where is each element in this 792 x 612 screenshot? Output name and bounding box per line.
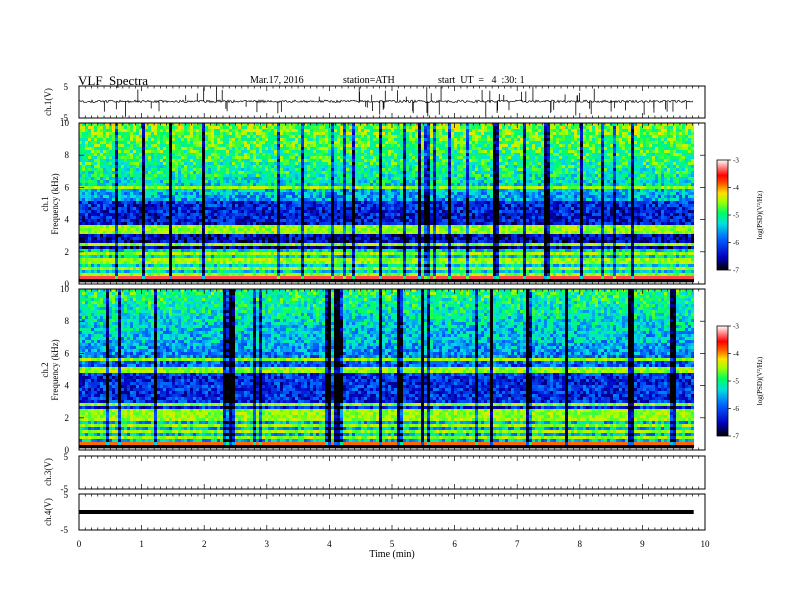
ch2-spectrogram-image — [79, 289, 694, 448]
ch1-waveform-panel: 5 -5 ch.1(V) — [43, 82, 705, 123]
colorbar-tick-label: -3 — [733, 157, 739, 165]
ch3-waveform-ylabel: ch.3(V) — [43, 458, 53, 486]
colorbar-tick-label: -6 — [733, 239, 739, 247]
time-tick-label: 7 — [515, 539, 520, 549]
ch1-spectrogram-ylabel: Frequency (kHz) — [50, 173, 60, 234]
ch4-waveform-panel: 5 -5 ch.4(V) — [43, 490, 705, 535]
time-axis: 0 1 2 3 4 5 6 7 8 9 10 Time (min) — [77, 539, 710, 560]
time-tick-label: 6 — [452, 539, 457, 549]
time-tick-label: 0 — [77, 539, 82, 549]
time-tick-label: 4 — [327, 539, 332, 549]
frequency-tick-label: 6 — [65, 182, 70, 192]
colorbar-tick-label: -7 — [733, 433, 739, 441]
colorbar-tick-label: -5 — [733, 212, 739, 220]
frequency-tick-label: 10 — [60, 284, 70, 294]
time-tick-label: 10 — [701, 539, 711, 549]
ch4-waveform-trace — [79, 510, 694, 514]
frequency-tick-label: 2 — [65, 247, 70, 257]
ch1-colorbar-label: log(PSD)(V²/Hz) — [756, 190, 764, 239]
frequency-tick-label: 10 — [60, 118, 70, 128]
ch1-colorbar: -3 -4 -5 -6 -7 log(PSD)(V²/Hz) — [717, 157, 764, 275]
ch4-ytick-top: 5 — [64, 490, 69, 500]
ch2-colorbar-label: log(PSD)(V²/Hz) — [756, 356, 764, 405]
frequency-tick-label: 4 — [65, 215, 70, 225]
colorbar-tick-label: -7 — [733, 267, 739, 275]
ch4-waveform-ylabel: ch.4(V) — [43, 498, 53, 526]
ch2-colorbar-gradient — [717, 326, 728, 436]
time-tick-label: 8 — [578, 539, 583, 549]
ch3-waveform-panel: 5 -5 ch.3(V) — [43, 452, 705, 494]
ch1-spectrogram-image — [79, 123, 694, 282]
frequency-tick-label: 6 — [65, 348, 70, 358]
time-tick-label: 9 — [640, 539, 645, 549]
ch3-ytick-top: 5 — [64, 452, 69, 462]
colorbar-tick-label: -4 — [733, 350, 739, 358]
frequency-tick-label: 4 — [65, 381, 70, 391]
frequency-tick-label: 8 — [65, 316, 70, 326]
time-axis-label: Time (min) — [369, 549, 414, 560]
ch1-spectrogram-channel-label: ch.1 — [40, 196, 50, 211]
colorbar-tick-label: -3 — [733, 323, 739, 331]
ch4-ytick-bottom: -5 — [61, 525, 69, 535]
ch1-colorbar-gradient — [717, 160, 728, 270]
time-tick-label: 5 — [390, 539, 395, 549]
ch2-spectrogram-ylabel: Frequency (kHz) — [50, 339, 60, 400]
ch2-spectrogram-channel-label: ch.2 — [40, 362, 50, 377]
frequency-tick-label: 2 — [65, 413, 70, 423]
ch1-waveform-ylabel: ch.1(V) — [43, 88, 53, 116]
ch2-colorbar: -3 -4 -5 -6 -7 log(PSD)(V²/Hz) — [717, 323, 764, 441]
vlf-figure: 5 -5 ch.1(V) 10 8 6 4 2 0 ch.1 Frequency (kHz… — [0, 0, 792, 612]
frequency-tick-label: 8 — [65, 150, 70, 160]
time-tick-label: 2 — [202, 539, 207, 549]
colorbar-tick-label: -4 — [733, 184, 739, 192]
colorbar-tick-label: -5 — [733, 378, 739, 386]
time-tick-label: 1 — [139, 539, 144, 549]
time-tick-label: 3 — [265, 539, 270, 549]
ch1-waveform-trace — [79, 100, 693, 103]
ch1-ytick-top: 5 — [64, 82, 69, 92]
colorbar-tick-label: -6 — [733, 405, 739, 413]
